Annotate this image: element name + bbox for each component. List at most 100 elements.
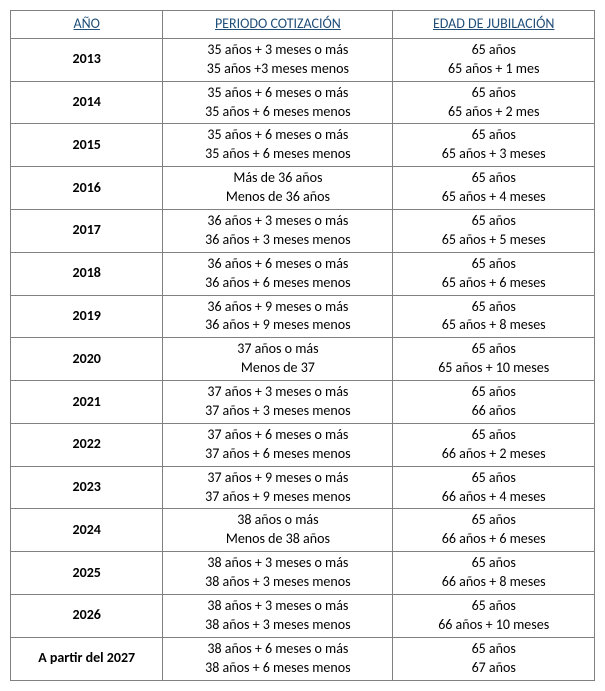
period-line-1: 36 años + 3 meses o más bbox=[167, 212, 388, 231]
period-line-1: Más de 36 años bbox=[167, 169, 388, 188]
cell-period: 38 años o másMenos de 38 años bbox=[163, 509, 393, 552]
age-line-2: 66 años bbox=[397, 402, 590, 421]
age-line-2: 66 años + 4 meses bbox=[397, 488, 590, 507]
age-line-2: 65 años + 2 mes bbox=[397, 103, 590, 122]
cell-period: 37 años + 6 meses o más37 años + 6 meses… bbox=[163, 423, 393, 466]
cell-period: 35 años + 6 meses o más35 años + 6 meses… bbox=[163, 81, 393, 124]
cell-year: 2015 bbox=[11, 124, 163, 167]
age-line-1: 65 años bbox=[397, 469, 590, 488]
table-row: 201435 años + 6 meses o más35 años + 6 m… bbox=[11, 81, 595, 124]
period-line-2: 36 años + 3 meses menos bbox=[167, 231, 388, 250]
age-line-1: 65 años bbox=[397, 126, 590, 145]
age-line-2: 66 años + 6 meses bbox=[397, 530, 590, 549]
cell-year: 2023 bbox=[11, 466, 163, 509]
cell-age: 65 años66 años + 2 meses bbox=[393, 423, 595, 466]
age-line-1: 65 años bbox=[397, 511, 590, 530]
age-line-2: 66 años + 10 meses bbox=[397, 616, 590, 635]
cell-age: 65 años66 años + 6 meses bbox=[393, 509, 595, 552]
cell-age: 65 años65 años + 6 meses bbox=[393, 252, 595, 295]
period-line-1: 37 años + 9 meses o más bbox=[167, 469, 388, 488]
cell-year: 2026 bbox=[11, 595, 163, 638]
header-age: EDAD DE JUBILACIÓN bbox=[393, 11, 595, 39]
table-row: A partir del 202738 años + 6 meses o más… bbox=[11, 637, 595, 680]
period-line-2: 35 años + 6 meses menos bbox=[167, 145, 388, 164]
cell-year: 2016 bbox=[11, 167, 163, 210]
period-line-2: 35 años + 6 meses menos bbox=[167, 103, 388, 122]
cell-age: 65 años66 años + 4 meses bbox=[393, 466, 595, 509]
period-line-1: 38 años o más bbox=[167, 511, 388, 530]
age-line-1: 65 años bbox=[397, 169, 590, 188]
period-line-2: 37 años + 9 meses menos bbox=[167, 488, 388, 507]
cell-year: 2017 bbox=[11, 210, 163, 253]
period-line-1: 37 años o más bbox=[167, 340, 388, 359]
age-line-2: 65 años + 3 meses bbox=[397, 145, 590, 164]
period-line-1: 35 años + 3 meses o más bbox=[167, 41, 388, 60]
age-line-2: 65 años + 4 meses bbox=[397, 188, 590, 207]
period-line-2: 35 años +3 meses menos bbox=[167, 60, 388, 79]
age-line-2: 66 años + 2 meses bbox=[397, 445, 590, 464]
cell-year: 2018 bbox=[11, 252, 163, 295]
cell-period: 38 años + 3 meses o más38 años + 3 meses… bbox=[163, 552, 393, 595]
cell-period: 37 años o másMenos de 37 bbox=[163, 338, 393, 381]
cell-period: 35 años + 3 meses o más35 años +3 meses … bbox=[163, 38, 393, 81]
period-line-1: 37 años + 3 meses o más bbox=[167, 383, 388, 402]
period-line-2: Menos de 37 bbox=[167, 359, 388, 378]
table-row: 201936 años + 9 meses o más36 años + 9 m… bbox=[11, 295, 595, 338]
age-line-1: 65 años bbox=[397, 298, 590, 317]
cell-year: 2022 bbox=[11, 423, 163, 466]
period-line-2: 37 años + 6 meses menos bbox=[167, 445, 388, 464]
cell-period: 36 años + 6 meses o más36 años + 6 meses… bbox=[163, 252, 393, 295]
age-line-2: 65 años + 8 meses bbox=[397, 316, 590, 335]
age-line-1: 65 años bbox=[397, 340, 590, 359]
age-line-1: 65 años bbox=[397, 597, 590, 616]
cell-age: 65 años65 años + 10 meses bbox=[393, 338, 595, 381]
cell-year: 2020 bbox=[11, 338, 163, 381]
age-line-1: 65 años bbox=[397, 426, 590, 445]
period-line-1: 35 años + 6 meses o más bbox=[167, 84, 388, 103]
period-line-1: 38 años + 3 meses o más bbox=[167, 554, 388, 573]
cell-period: 37 años + 3 meses o más37 años + 3 meses… bbox=[163, 381, 393, 424]
table-row: 201535 años + 6 meses o más35 años + 6 m… bbox=[11, 124, 595, 167]
table-row: 202337 años + 9 meses o más37 años + 9 m… bbox=[11, 466, 595, 509]
period-line-1: 38 años + 3 meses o más bbox=[167, 597, 388, 616]
cell-year: 2013 bbox=[11, 38, 163, 81]
header-year: AÑO bbox=[11, 11, 163, 39]
period-line-2: 36 años + 6 meses menos bbox=[167, 274, 388, 293]
age-line-2: 65 años + 10 meses bbox=[397, 359, 590, 378]
table-row: 2016Más de 36 añosMenos de 36 años 65 año… bbox=[11, 167, 595, 210]
period-line-2: 36 años + 9 meses menos bbox=[167, 316, 388, 335]
cell-age: 65 años66 años bbox=[393, 381, 595, 424]
cell-age: 65 años65 años + 3 meses bbox=[393, 124, 595, 167]
age-line-1: 65 años bbox=[397, 383, 590, 402]
table-row: 202037 años o másMenos de 3765 años65 añ… bbox=[11, 338, 595, 381]
cell-age: 65 años65 años + 8 meses bbox=[393, 295, 595, 338]
table-row: 201335 años + 3 meses o más35 años +3 me… bbox=[11, 38, 595, 81]
retirement-age-table: AÑO PERIODO COTIZACIÓN EDAD DE JUBILACIÓ… bbox=[10, 10, 595, 681]
cell-period: 36 años + 3 meses o más36 años + 3 meses… bbox=[163, 210, 393, 253]
period-line-1: 36 años + 6 meses o más bbox=[167, 255, 388, 274]
cell-period: 38 años + 3 meses o más38 años + 3 meses… bbox=[163, 595, 393, 638]
age-line-1: 65 años bbox=[397, 84, 590, 103]
cell-age: 65 años65 años + 4 meses bbox=[393, 167, 595, 210]
cell-period: 36 años + 9 meses o más36 años + 9 meses… bbox=[163, 295, 393, 338]
period-line-2: Menos de 36 años bbox=[167, 188, 388, 207]
table-row: 202438 años o másMenos de 38 años65 años… bbox=[11, 509, 595, 552]
cell-period: 37 años + 9 meses o más37 años + 9 meses… bbox=[163, 466, 393, 509]
age-line-2: 65 años + 6 meses bbox=[397, 274, 590, 293]
age-line-1: 65 años bbox=[397, 41, 590, 60]
header-period: PERIODO COTIZACIÓN bbox=[163, 11, 393, 39]
age-line-1: 65 años bbox=[397, 554, 590, 573]
table-row: 202638 años + 3 meses o más38 años + 3 m… bbox=[11, 595, 595, 638]
age-line-2: 65 años + 1 mes bbox=[397, 60, 590, 79]
cell-year: 2019 bbox=[11, 295, 163, 338]
table-row: 202538 años + 3 meses o más38 años + 3 m… bbox=[11, 552, 595, 595]
cell-age: 65 años65 años + 5 meses bbox=[393, 210, 595, 253]
period-line-1: 36 años + 9 meses o más bbox=[167, 298, 388, 317]
period-line-2: 38 años + 6 meses menos bbox=[167, 659, 388, 678]
period-line-2: 38 años + 3 meses menos bbox=[167, 573, 388, 592]
cell-age: 65 años67 años bbox=[393, 637, 595, 680]
table-header-row: AÑO PERIODO COTIZACIÓN EDAD DE JUBILACIÓ… bbox=[11, 11, 595, 39]
table-row: 202237 años + 6 meses o más37 años + 6 m… bbox=[11, 423, 595, 466]
period-line-1: 37 años + 6 meses o más bbox=[167, 426, 388, 445]
period-line-2: Menos de 38 años bbox=[167, 530, 388, 549]
